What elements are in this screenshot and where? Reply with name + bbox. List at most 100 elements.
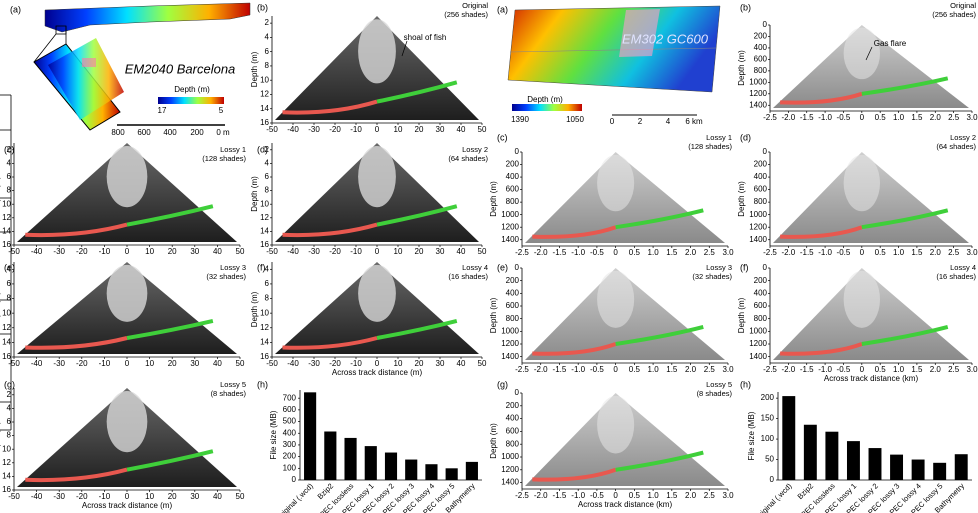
y-tick-label: 800 xyxy=(754,314,768,323)
y-tick-label: 4 xyxy=(7,159,12,168)
y-tick-label: 1400 xyxy=(501,235,519,244)
x-axis-label: Across track distance (m) xyxy=(82,501,173,510)
x-tick-label: 0 xyxy=(860,248,865,257)
x-tick-label: 30 xyxy=(436,125,445,134)
x-axis-label: Across track distance (m) xyxy=(332,368,423,377)
x-tick-label: -10 xyxy=(350,125,362,134)
map-left xyxy=(33,2,251,131)
panel-title: (256 shades) xyxy=(444,10,488,19)
y-tick-label: 1200 xyxy=(501,465,519,474)
x-tick-label: 20 xyxy=(415,247,424,256)
x-tick-label: 2.5 xyxy=(948,248,960,257)
y-tick-label: 12 xyxy=(2,458,11,467)
panel-title: (128 shades) xyxy=(202,154,246,163)
x-tick-label: -10 xyxy=(99,492,111,501)
x-tick-label: -1.0 xyxy=(818,113,832,122)
panel-title: (16 shades) xyxy=(448,272,488,281)
wedge-highlight xyxy=(106,264,148,322)
x-tick-label: -2.0 xyxy=(781,248,795,257)
panel-label: (d) xyxy=(740,132,751,142)
x-tick-label: -0.5 xyxy=(837,113,851,122)
panel-label: (c) xyxy=(4,144,15,154)
x-tick-label: -50 xyxy=(8,359,20,368)
x-tick-label: 20 xyxy=(415,359,424,368)
x-tick-label: -10 xyxy=(350,359,362,368)
panel-title: Lossy 2 xyxy=(950,133,976,142)
y-tick-label: 12 xyxy=(260,323,269,332)
panel-label: (c) xyxy=(497,132,508,142)
panel-label: (g) xyxy=(4,379,15,389)
y-axis-label: File size (MB) xyxy=(269,410,278,459)
x-tick-label: 2.5 xyxy=(704,365,716,374)
panel-label: (e) xyxy=(497,262,508,272)
bar xyxy=(384,452,398,480)
x-tick-label: -1.5 xyxy=(553,365,567,374)
x-tick-label: -2.5 xyxy=(515,491,529,500)
y-tick-label: 400 xyxy=(506,172,520,181)
y-tick-label: 10 xyxy=(2,308,11,317)
legend-label: 1050 xyxy=(566,115,584,124)
x-tick-label: 50 xyxy=(478,247,487,256)
x-tick-label: 20 xyxy=(168,492,177,501)
panel-label: (b) xyxy=(740,2,751,12)
y-tick-label: 1200 xyxy=(501,339,519,348)
y-tick-label: 12 xyxy=(260,90,269,99)
y-tick-label: 2 xyxy=(7,390,12,399)
x-tick-label: -30 xyxy=(308,125,320,134)
x-tick-label: 0 xyxy=(375,359,380,368)
seafloor-red xyxy=(780,225,863,239)
scale-label: 0 m xyxy=(216,128,230,137)
x-tick-label: 30 xyxy=(436,247,445,256)
bar xyxy=(933,462,947,480)
scale-label: 6 km xyxy=(685,117,703,126)
x-tick-label: 1.5 xyxy=(666,491,678,500)
y-axis-label: Depth (m) xyxy=(737,181,746,217)
x-tick-label: 2.0 xyxy=(685,365,697,374)
y-tick-label: 4 xyxy=(265,159,270,168)
seafloor-green xyxy=(615,324,704,346)
x-tick-label: -1.0 xyxy=(818,365,832,374)
y-axis-label: Depth (m) xyxy=(250,176,259,212)
y-tick-label: 400 xyxy=(506,414,520,423)
x-tick-label: 2.5 xyxy=(704,248,716,257)
y-tick-label: 14 xyxy=(2,227,11,236)
wedge-highlight xyxy=(597,395,635,454)
x-tick-label: 0 xyxy=(613,365,618,374)
y-tick-label: 0 xyxy=(515,388,520,397)
x-tick-label: 30 xyxy=(436,359,445,368)
bar xyxy=(782,396,796,480)
y-tick-label: 600 xyxy=(754,185,768,194)
scale-label: 2 xyxy=(638,117,643,126)
y-tick-label: 1400 xyxy=(501,478,519,487)
y-tick-label: 16 xyxy=(260,118,269,127)
seafloor-green xyxy=(861,324,949,346)
x-tick-label: -0.5 xyxy=(837,248,851,257)
x-tick-label: 0 xyxy=(860,365,865,374)
y-tick-label: 10 xyxy=(260,75,269,84)
x-tick-label: -0.5 xyxy=(837,365,851,374)
x-tick-label: 0 xyxy=(860,113,865,122)
y-tick-label: 8 xyxy=(265,186,270,195)
y-tick-label: 800 xyxy=(754,66,768,75)
y-axis-label: File size (MB) xyxy=(747,411,756,460)
x-tick-label: -30 xyxy=(308,359,320,368)
y-axis-label: Depth (m) xyxy=(0,176,1,212)
panel-title: Original xyxy=(950,1,976,10)
panel-label: (a) xyxy=(10,4,21,14)
y-tick-label: 6 xyxy=(7,279,12,288)
x-tick-label: 20 xyxy=(415,125,424,134)
x-tick-label: -30 xyxy=(53,247,65,256)
seafloor-red xyxy=(282,222,378,238)
panel-label: (f) xyxy=(740,262,749,272)
y-tick-label: 16 xyxy=(260,240,269,249)
y-tick-label: 10 xyxy=(260,308,269,317)
y-axis-label: Depth (m) xyxy=(489,297,498,333)
y-tick-label: 12 xyxy=(2,213,11,222)
panel-label: (h) xyxy=(740,379,751,389)
x-tick-label: 3.0 xyxy=(966,113,978,122)
x-tick-label: 3.0 xyxy=(722,248,734,257)
x-tick-label: 0.5 xyxy=(629,491,641,500)
y-tick-label: 200 xyxy=(283,452,297,461)
table-edge xyxy=(0,94,12,431)
y-tick-label: 400 xyxy=(754,172,768,181)
